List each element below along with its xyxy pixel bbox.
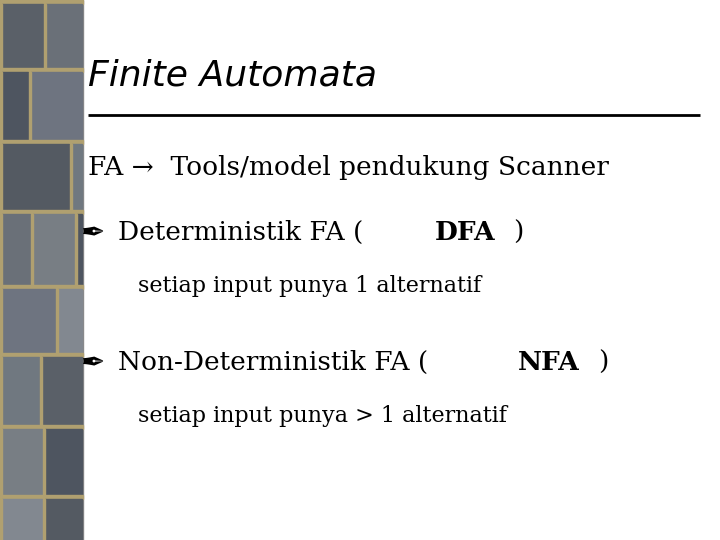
Bar: [0, 0, 83, 540]
Bar: [70, 144, 72, 210]
Bar: [0, 72, 2, 140]
Bar: [0, 289, 2, 353]
Bar: [31, 214, 33, 285]
Text: ✒: ✒: [80, 350, 104, 378]
Bar: [45, 499, 82, 540]
Bar: [45, 4, 82, 68]
Text: ✒: ✒: [80, 220, 104, 248]
Text: DFA: DFA: [435, 220, 495, 245]
Bar: [0, 68, 83, 72]
Bar: [0, 495, 83, 499]
Bar: [0, 429, 2, 495]
Text: NFA: NFA: [518, 350, 580, 375]
Text: setiap input punya > 1 alternatif: setiap input punya > 1 alternatif: [138, 405, 507, 427]
Bar: [2, 214, 30, 285]
Bar: [0, 499, 2, 540]
Bar: [30, 72, 31, 140]
Bar: [72, 144, 82, 210]
Bar: [0, 214, 2, 285]
Text: ): ): [513, 220, 523, 245]
Bar: [0, 353, 83, 357]
Text: Finite Automata: Finite Automata: [88, 58, 377, 92]
Bar: [0, 0, 83, 4]
Text: setiap input punya 1 alternatif: setiap input punya 1 alternatif: [138, 275, 481, 297]
Bar: [75, 214, 76, 285]
Bar: [31, 72, 82, 140]
Bar: [2, 429, 42, 495]
Text: ): ): [598, 350, 608, 375]
Bar: [2, 357, 39, 425]
Bar: [0, 210, 83, 214]
Bar: [42, 357, 82, 425]
Bar: [0, 357, 2, 425]
Bar: [2, 499, 42, 540]
Bar: [2, 289, 55, 353]
Bar: [2, 4, 42, 68]
Text: Deterministik FA (: Deterministik FA (: [118, 220, 364, 245]
Bar: [0, 4, 2, 68]
Bar: [0, 425, 83, 429]
Bar: [0, 285, 83, 289]
Bar: [76, 214, 82, 285]
Text: FA →  Tools/model pendukung Scanner: FA → Tools/model pendukung Scanner: [88, 155, 609, 180]
Bar: [45, 429, 82, 495]
Text: Non-Deterministik FA (: Non-Deterministik FA (: [118, 350, 428, 375]
Bar: [40, 357, 42, 425]
Bar: [58, 289, 82, 353]
Bar: [33, 214, 73, 285]
Bar: [43, 499, 45, 540]
Bar: [56, 289, 58, 353]
Bar: [44, 4, 45, 68]
Bar: [0, 140, 83, 144]
Bar: [2, 144, 68, 210]
Bar: [2, 72, 28, 140]
Bar: [0, 144, 2, 210]
Bar: [43, 429, 45, 495]
